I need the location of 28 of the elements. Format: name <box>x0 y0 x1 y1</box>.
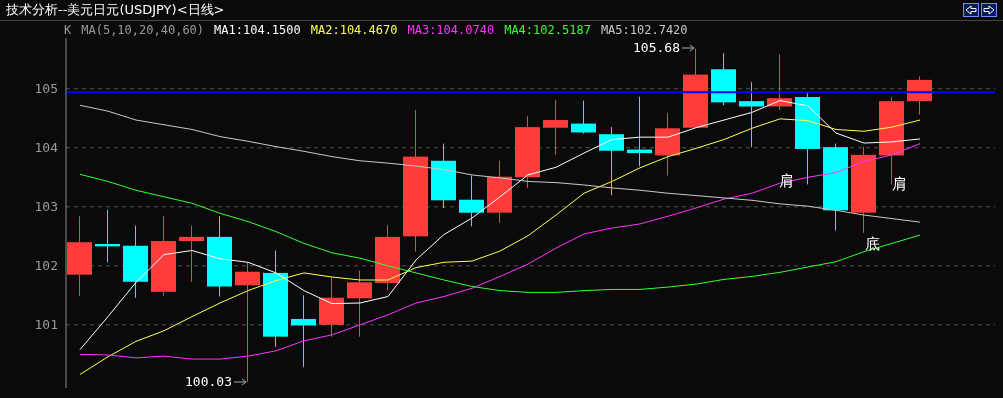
candlestick <box>571 100 596 135</box>
legend-title: MA(5,10,20,40,60) <box>81 23 205 37</box>
candlestick <box>739 81 764 148</box>
line-series <box>79 143 921 360</box>
candlestick <box>235 261 260 383</box>
line-series <box>79 173 921 293</box>
annotation: 100.03 <box>185 374 232 389</box>
text: MA3:104.0740 <box>407 23 495 37</box>
y-tick-label: 104 <box>34 140 59 156</box>
line-series <box>79 100 921 351</box>
y-tick-label: 103 <box>34 199 58 215</box>
annotation: 肩 <box>891 175 907 193</box>
text: MA2:104.4670 <box>310 23 398 37</box>
y-tick-label: 101 <box>34 317 58 333</box>
candlestick <box>179 225 204 283</box>
y-tick-label: 102 <box>34 258 58 274</box>
annotation: 底 <box>864 235 880 253</box>
annotation: 105.68 <box>633 40 680 55</box>
candlestick <box>543 99 568 156</box>
text: MA4:102.5187 <box>504 23 591 37</box>
text: MA5:102.7420 <box>600 23 688 37</box>
candlestick <box>291 294 316 368</box>
chart-subtitle: K <box>64 23 72 37</box>
line-series <box>79 104 921 223</box>
chart-title: 技术分析--美元日元(USDJPY)<日线> <box>6 1 225 19</box>
y-tick-label: 105 <box>34 81 58 97</box>
text: MA1:104.1500 <box>214 23 301 37</box>
line-series <box>79 118 921 375</box>
